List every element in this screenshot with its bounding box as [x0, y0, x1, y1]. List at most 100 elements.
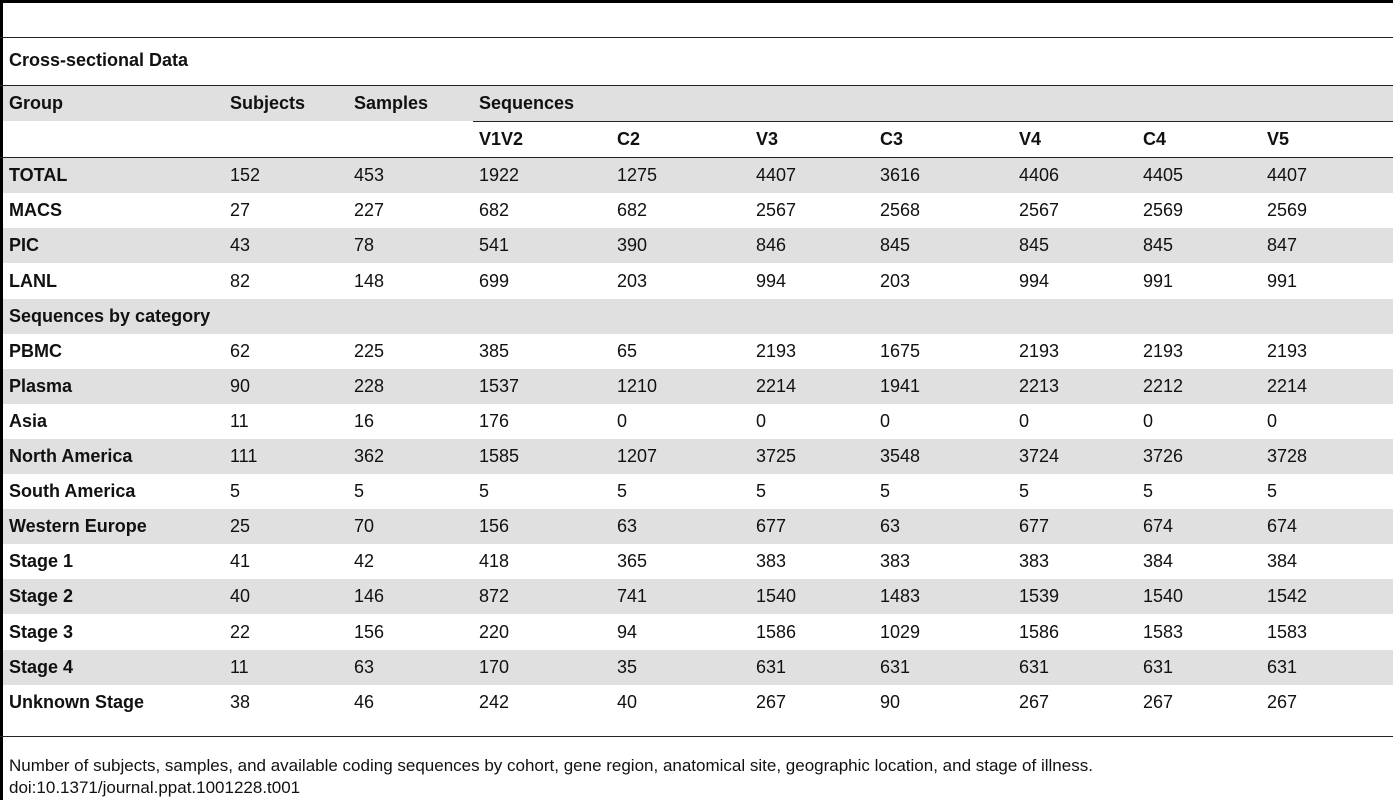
category-row: Sequences by category — [3, 299, 1393, 334]
cell-value: 2568 — [880, 200, 921, 220]
cell-value: 2193 — [756, 341, 797, 361]
cell-value: 872 — [479, 586, 510, 606]
cell-value: 65 — [617, 341, 638, 361]
table-row: Stage 3 22 156 220 94 1586 1029 1586 1583 1583 — [3, 615, 1393, 650]
table-row: PIC 43 78 541 390 846 845 845 845 847 — [3, 228, 1393, 263]
row-label: TOTAL — [9, 165, 68, 185]
cell-value: 994 — [756, 271, 787, 291]
cell-value: 1585 — [479, 446, 520, 466]
cell-value: 90 — [880, 692, 901, 712]
subheader-row: V1V2 C2 V3 C3 V4 C4 V5 — [3, 122, 1393, 157]
cell-value: 203 — [617, 271, 648, 291]
divider — [0, 85, 1393, 86]
cell-value: 1586 — [1019, 622, 1060, 642]
cell-value: 0 — [880, 411, 891, 431]
cell-value: 4407 — [756, 165, 797, 185]
cell-value: 40 — [230, 586, 251, 606]
header-row: Group Subjects Samples Sequences — [3, 86, 1393, 121]
cell-value: 267 — [756, 692, 787, 712]
cell-value: 0 — [617, 411, 628, 431]
cell-value: 152 — [230, 165, 261, 185]
cell-value: 5 — [1267, 481, 1278, 501]
table-row: Stage 2 40 146 872 741 1540 1483 1539 1540 1542 — [3, 579, 1393, 614]
row-label: Stage 3 — [9, 622, 74, 642]
cell-value: 228 — [354, 376, 385, 396]
cell-value: 845 — [1019, 235, 1050, 255]
subheader-c2: C2 — [617, 129, 641, 150]
subheader-c3: C3 — [880, 129, 904, 150]
table-row: North America 111 362 1585 1207 3725 3548 3724 3… — [3, 439, 1393, 474]
cell-value: 384 — [1267, 551, 1298, 571]
cell-value: 677 — [1019, 516, 1050, 536]
cell-value: 156 — [354, 622, 385, 642]
divider — [0, 37, 1393, 38]
cell-value: 991 — [1267, 271, 1298, 291]
cell-value: 390 — [617, 235, 648, 255]
cell-value: 63 — [880, 516, 901, 536]
row-label: Western Europe — [9, 516, 147, 536]
cell-value: 267 — [1267, 692, 1298, 712]
cell-value: 94 — [617, 622, 638, 642]
cell-value: 741 — [617, 586, 648, 606]
table-row: MACS 27 227 682 682 2567 2568 2567 2569 2569 — [3, 193, 1393, 228]
cell-value: 1029 — [880, 622, 921, 642]
cell-value: 82 — [230, 271, 251, 291]
divider — [0, 157, 1393, 158]
cell-value: 631 — [1143, 657, 1174, 677]
row-label: PBMC — [9, 341, 62, 361]
cell-value: 682 — [617, 200, 648, 220]
cell-value: 5 — [880, 481, 891, 501]
cell-value: 5 — [1019, 481, 1030, 501]
cell-value: 38 — [230, 692, 251, 712]
divider — [473, 121, 1393, 122]
cell-value: 1275 — [617, 165, 658, 185]
doi-text: doi:10.1371/journal.ppat.1001228.t001 — [9, 778, 301, 797]
left-border — [0, 0, 3, 800]
cell-value: 225 — [354, 341, 385, 361]
cell-value: 2214 — [756, 376, 797, 396]
cell-value: 2193 — [1267, 341, 1308, 361]
cell-value: 5 — [617, 481, 628, 501]
table-row: Stage 1 41 42 418 365 383 383 383 384 384 — [3, 544, 1393, 579]
cell-value: 90 — [230, 376, 251, 396]
cell-value: 1537 — [479, 376, 520, 396]
table-row: Asia 11 16 176 0 0 0 0 0 0 — [3, 404, 1393, 439]
cell-value: 674 — [1143, 516, 1174, 536]
cell-value: 385 — [479, 341, 510, 361]
cell-value: 35 — [617, 657, 638, 677]
cell-value: 541 — [479, 235, 510, 255]
cell-value: 383 — [1019, 551, 1050, 571]
cell-value: 11 — [230, 657, 249, 677]
cell-value: 43 — [230, 235, 251, 255]
cell-value: 16 — [354, 411, 375, 431]
cell-value: 70 — [354, 516, 375, 536]
cell-value: 63 — [617, 516, 638, 536]
cell-value: 0 — [756, 411, 767, 431]
table-row: South America 5 5 5 5 5 5 5 5 5 — [3, 474, 1393, 509]
row-label: Unknown Stage — [9, 692, 145, 712]
table-row: Unknown Stage 38 46 242 40 267 90 267 267 267 — [3, 685, 1393, 720]
subheader-v5: V5 — [1267, 129, 1290, 150]
cell-value: 384 — [1143, 551, 1174, 571]
cell-value: 242 — [479, 692, 510, 712]
cell-value: 176 — [479, 411, 510, 431]
cell-value: 0 — [1143, 411, 1154, 431]
cell-value: 2193 — [1019, 341, 1060, 361]
row-label: Stage 2 — [9, 586, 74, 606]
top-rule — [0, 0, 1393, 3]
cell-value: 111 — [230, 446, 258, 466]
header-group: Group — [9, 93, 63, 113]
row-label: Asia — [9, 411, 48, 431]
row-label: LANL — [9, 271, 57, 291]
row-label: PIC — [9, 235, 40, 255]
cell-value: 383 — [756, 551, 787, 571]
cell-value: 5 — [354, 481, 365, 501]
cell-value: 267 — [1143, 692, 1174, 712]
cell-value: 3616 — [880, 165, 921, 185]
cell-value: 203 — [880, 271, 911, 291]
cell-value: 418 — [479, 551, 510, 571]
table-row: TOTAL 152 453 1922 1275 4407 3616 4406 4405 4407 — [3, 158, 1393, 193]
table-row: Western Europe 25 70 156 63 677 63 677 674 674 — [3, 509, 1393, 544]
cell-value: 46 — [354, 692, 375, 712]
subheader-c4: C4 — [1143, 129, 1167, 150]
